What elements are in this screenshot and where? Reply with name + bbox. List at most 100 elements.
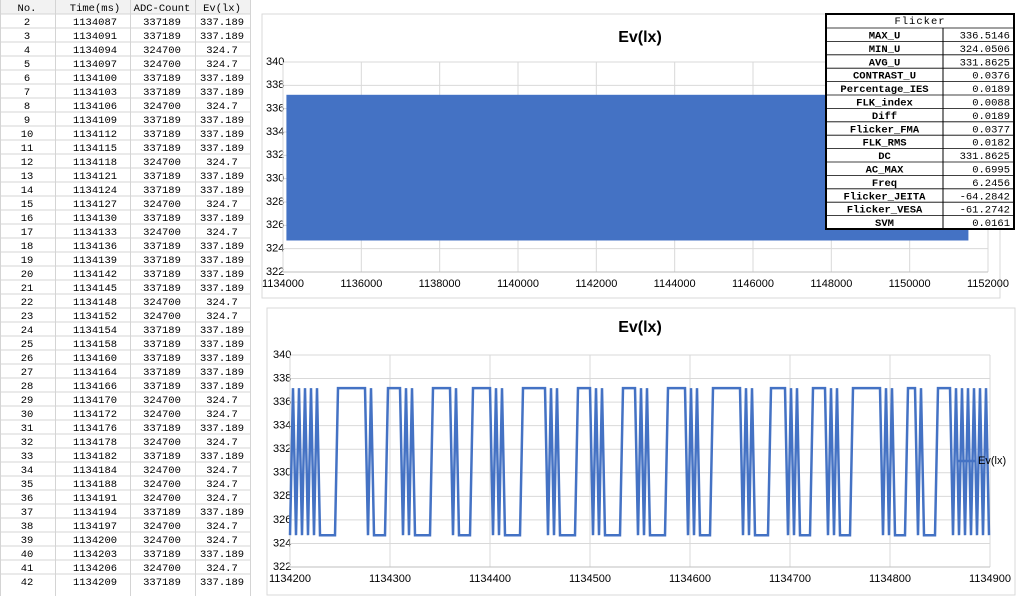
cell: 324700 [143,479,181,491]
x-tick-label: 1134400 [469,573,511,585]
cell: 5 [24,59,30,71]
cell: 324700 [143,535,181,547]
cell: 324700 [143,409,181,421]
cell: 1134194 [73,507,117,519]
x-tick-label: 1136000 [340,278,382,290]
cell: 1134182 [73,451,117,463]
y-tick-label: 336 [273,396,291,408]
column-header: Time(ms) [70,3,120,15]
cell: 337.189 [200,213,244,225]
cell: 337.189 [200,507,244,519]
cell: 324.7 [206,479,238,491]
cell: 12 [21,157,34,169]
y-tick-label: 338 [273,372,291,384]
cell: 324.7 [206,45,238,57]
metric-value: 331.8625 [960,151,1010,163]
y-tick-label: 328 [273,490,291,502]
cell: 1134112 [73,129,117,141]
metric-name: FLK_RMS [862,138,906,150]
cell: 39 [21,535,34,547]
cell: 1134178 [73,437,117,449]
cell: 13 [21,171,34,183]
cell: 18 [21,241,34,253]
y-tick-label: 334 [273,420,291,432]
y-tick-label: 336 [266,103,284,115]
y-tick-label: 338 [266,79,284,91]
cell: 35 [21,479,34,491]
column-header: Ev(lx) [203,3,241,15]
cell: 337.189 [200,31,244,43]
cell: 20 [21,269,34,281]
metric-value: -64.2842 [960,191,1010,203]
metric-value: 0.0376 [972,71,1010,83]
cell: 1134091 [73,31,117,43]
metric-name: AC_MAX [866,164,905,176]
cell: 337189 [143,381,181,393]
metric-name: MIN_U [869,44,901,56]
cell: 40 [21,549,34,561]
cell: 337189 [143,339,181,351]
cell: 6 [24,73,30,85]
cell: 1134209 [73,577,117,589]
cell: 324700 [143,521,181,533]
cell: 337189 [143,325,181,337]
cell: 31 [21,423,34,435]
cell: 337189 [143,17,181,29]
cell: 337.189 [200,353,244,365]
flicker-title: Flicker [894,16,945,28]
cell: 337.189 [200,549,244,561]
cell: 337.189 [200,87,244,99]
metric-name: SVM [875,218,894,230]
cell: 337.189 [200,143,244,155]
metric-name: Diff [872,111,897,123]
cell: 1134139 [73,255,117,267]
x-tick-label: 1134800 [869,573,911,585]
cell: 15 [21,199,34,211]
cell: 1134087 [73,17,117,29]
cell: 324.7 [206,227,238,239]
cell: 22 [21,297,34,309]
cell: 337.189 [200,423,244,435]
cell: 1134188 [73,479,117,491]
y-tick-label: 332 [273,443,291,455]
metric-name: DC [878,151,891,163]
x-tick-label: 1134300 [369,573,411,585]
cell: 17 [21,227,34,239]
x-tick-label: 1140000 [497,278,539,290]
cell: 3 [24,31,30,43]
y-tick-label: 324 [266,243,284,255]
cell: 324.7 [206,535,238,547]
cell: 324.7 [206,311,238,323]
cell: 337.189 [200,451,244,463]
cell: 324700 [143,311,181,323]
cell: 337.189 [200,115,244,127]
y-tick-label: 328 [266,196,284,208]
metric-name: Flicker_FMA [850,124,920,136]
cell: 1134145 [73,283,117,295]
cell: 34 [21,465,34,477]
cell: 23 [21,311,34,323]
cell: 10 [21,129,34,141]
cell: 29 [21,395,34,407]
cell: 337189 [143,185,181,197]
cell: 26 [21,353,34,365]
cell: 337189 [143,241,181,253]
cell: 337.189 [200,339,244,351]
cell: 324700 [143,227,181,239]
cell: 1134172 [73,409,117,421]
cell: 324.7 [206,157,238,169]
cell: 324.7 [206,395,238,407]
cell: 337189 [143,255,181,267]
cell: 324.7 [206,563,238,575]
cell: 1134170 [73,395,117,407]
cell: 337189 [143,171,181,183]
metric-value: 0.0182 [972,138,1010,150]
cell: 337189 [143,87,181,99]
cell: 337189 [143,577,181,589]
column-header: No. [18,3,37,15]
x-tick-label: 1144000 [654,278,696,290]
cell: 324700 [143,45,181,57]
cell: 324700 [143,437,181,449]
metric-value: -61.2742 [960,205,1010,217]
